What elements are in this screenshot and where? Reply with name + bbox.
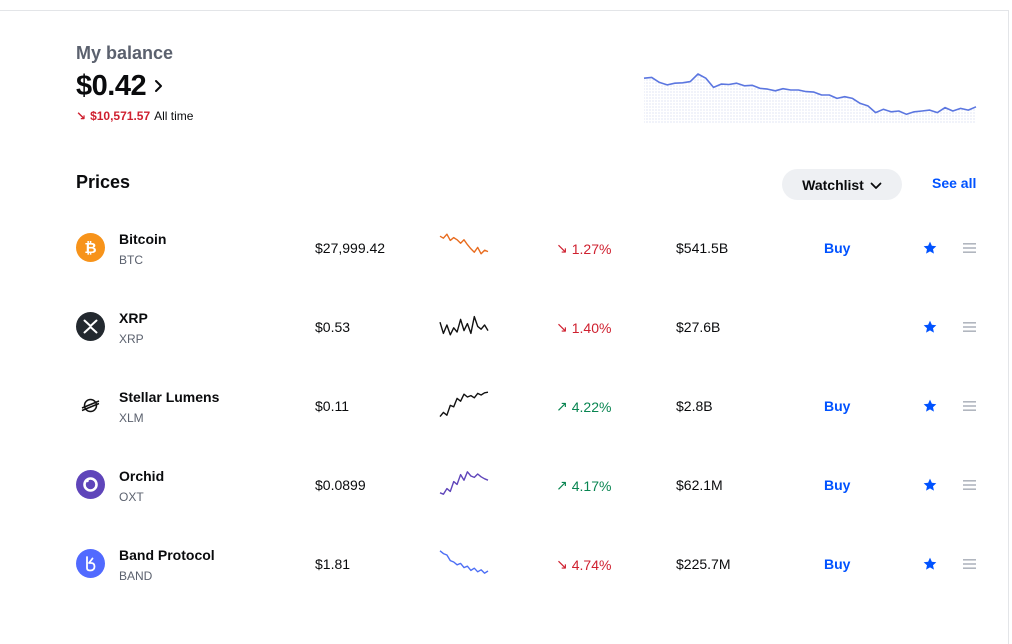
star-icon[interactable] xyxy=(922,398,938,414)
buy-button[interactable]: Buy xyxy=(824,398,851,414)
change-arrow-icon: ↘ xyxy=(556,240,568,256)
star-icon[interactable] xyxy=(922,240,938,256)
change-value: 4.17% xyxy=(571,477,612,494)
sparkline-path xyxy=(439,315,489,336)
asset-market-cap: $27.6B xyxy=(676,319,721,335)
asset-price: $0.53 xyxy=(315,319,351,335)
asset-name: Stellar Lumens xyxy=(119,389,220,405)
asset-row-xrp[interactable]: XRP XRP $0.53 ↘ 1.40% $27.6B xyxy=(0,293,1008,372)
svg-text:₿: ₿ xyxy=(84,239,96,257)
asset-sparkline xyxy=(439,471,489,495)
asset-market-cap: $541.5B xyxy=(676,240,729,256)
asset-row-btc[interactable]: ₿ Bitcoin BTC $27,999.42 ↘ 1.27% $541.5B… xyxy=(0,214,1008,293)
sparkline-path xyxy=(439,391,489,418)
watchlist-dropdown[interactable]: Watchlist xyxy=(782,169,902,200)
asset-row-oxt[interactable]: Orchid OXT $0.0899 ↗ 4.17% $62.1M Buy xyxy=(0,451,1008,530)
change-value: 4.74% xyxy=(571,556,612,573)
balance-chart xyxy=(643,73,977,124)
asset-symbol: BAND xyxy=(119,569,153,583)
balance-period: All time xyxy=(154,109,194,123)
change-arrow-icon: ↗ xyxy=(556,477,568,493)
asset-name: XRP xyxy=(119,310,148,326)
asset-price: $0.11 xyxy=(315,398,349,414)
balance-chart-line xyxy=(643,73,977,116)
change-arrow-icon: ↗ xyxy=(556,398,568,414)
star-icon[interactable] xyxy=(922,319,938,335)
sparkline-path xyxy=(439,550,489,574)
asset-symbol: XRP xyxy=(119,332,144,346)
asset-change: ↘ 4.74% xyxy=(556,556,611,573)
sparkline-path xyxy=(439,233,489,255)
orchid-icon xyxy=(76,470,105,499)
asset-name: Band Protocol xyxy=(119,547,215,563)
asset-market-cap: $2.8B xyxy=(676,398,713,414)
asset-name: Bitcoin xyxy=(119,231,167,247)
asset-market-cap: $62.1M xyxy=(676,477,723,493)
drag-handle-icon[interactable] xyxy=(963,243,976,253)
change-arrow-icon: ↘ xyxy=(556,556,568,572)
see-all-link[interactable]: See all xyxy=(932,175,977,191)
asset-symbol: BTC xyxy=(119,253,143,267)
stellar-icon xyxy=(76,391,105,420)
drag-handle-icon[interactable] xyxy=(963,480,976,490)
asset-market-cap: $225.7M xyxy=(676,556,731,572)
sparkline-path xyxy=(439,471,489,495)
drag-handle-icon[interactable] xyxy=(963,559,976,569)
asset-symbol: OXT xyxy=(119,490,144,504)
change-arrow-icon: ↘ xyxy=(556,319,568,335)
watchlist-label: Watchlist xyxy=(802,176,864,193)
asset-sparkline xyxy=(439,550,489,574)
balance-change-value: $10,571.57 xyxy=(90,109,151,123)
asset-row-band[interactable]: Band Protocol BAND $1.81 ↘ 4.74% $225.7M… xyxy=(0,530,1008,609)
bitcoin-icon: ₿ xyxy=(76,233,105,262)
xrp-icon xyxy=(76,312,105,341)
asset-change: ↘ 1.27% xyxy=(556,240,611,257)
star-icon[interactable] xyxy=(922,556,938,572)
chevron-right-icon xyxy=(154,77,164,98)
asset-sparkline xyxy=(439,315,489,336)
star-icon[interactable] xyxy=(922,477,938,493)
balance-change: ↘ $10,571.57 All time xyxy=(76,109,193,123)
drag-handle-icon[interactable] xyxy=(963,322,976,332)
drag-handle-icon[interactable] xyxy=(963,401,976,411)
asset-row-xlm[interactable]: Stellar Lumens XLM $0.11 ↗ 4.22% $2.8B B… xyxy=(0,372,1008,451)
change-value: 1.27% xyxy=(571,240,612,257)
balance-chart-area xyxy=(644,74,976,124)
buy-button[interactable]: Buy xyxy=(824,556,851,572)
asset-sparkline xyxy=(439,233,489,255)
change-value: 4.22% xyxy=(571,398,612,415)
buy-button[interactable]: Buy xyxy=(824,240,851,256)
asset-price: $1.81 xyxy=(315,556,351,572)
asset-price: $0.0899 xyxy=(315,477,366,493)
right-divider xyxy=(1008,10,1009,644)
prices-title: Prices xyxy=(76,172,131,192)
buy-button[interactable]: Buy xyxy=(824,477,851,493)
balance-amount: $0.42 xyxy=(76,70,147,102)
asset-price: $27,999.42 xyxy=(315,240,386,256)
chevron-down-icon xyxy=(870,177,882,193)
change-value: 1.40% xyxy=(571,319,612,336)
balance-amount-link[interactable]: $0.42 xyxy=(76,70,164,103)
arrow-down-right-icon: ↘ xyxy=(76,109,87,123)
asset-change: ↘ 1.40% xyxy=(556,319,611,336)
band-protocol-icon xyxy=(76,549,105,578)
asset-change: ↗ 4.17% xyxy=(556,477,611,494)
asset-symbol: XLM xyxy=(119,411,144,425)
top-divider xyxy=(0,10,1008,11)
asset-name: Orchid xyxy=(119,468,165,484)
balance-label: My balance xyxy=(76,43,174,63)
asset-sparkline xyxy=(439,391,489,418)
asset-change: ↗ 4.22% xyxy=(556,398,611,415)
